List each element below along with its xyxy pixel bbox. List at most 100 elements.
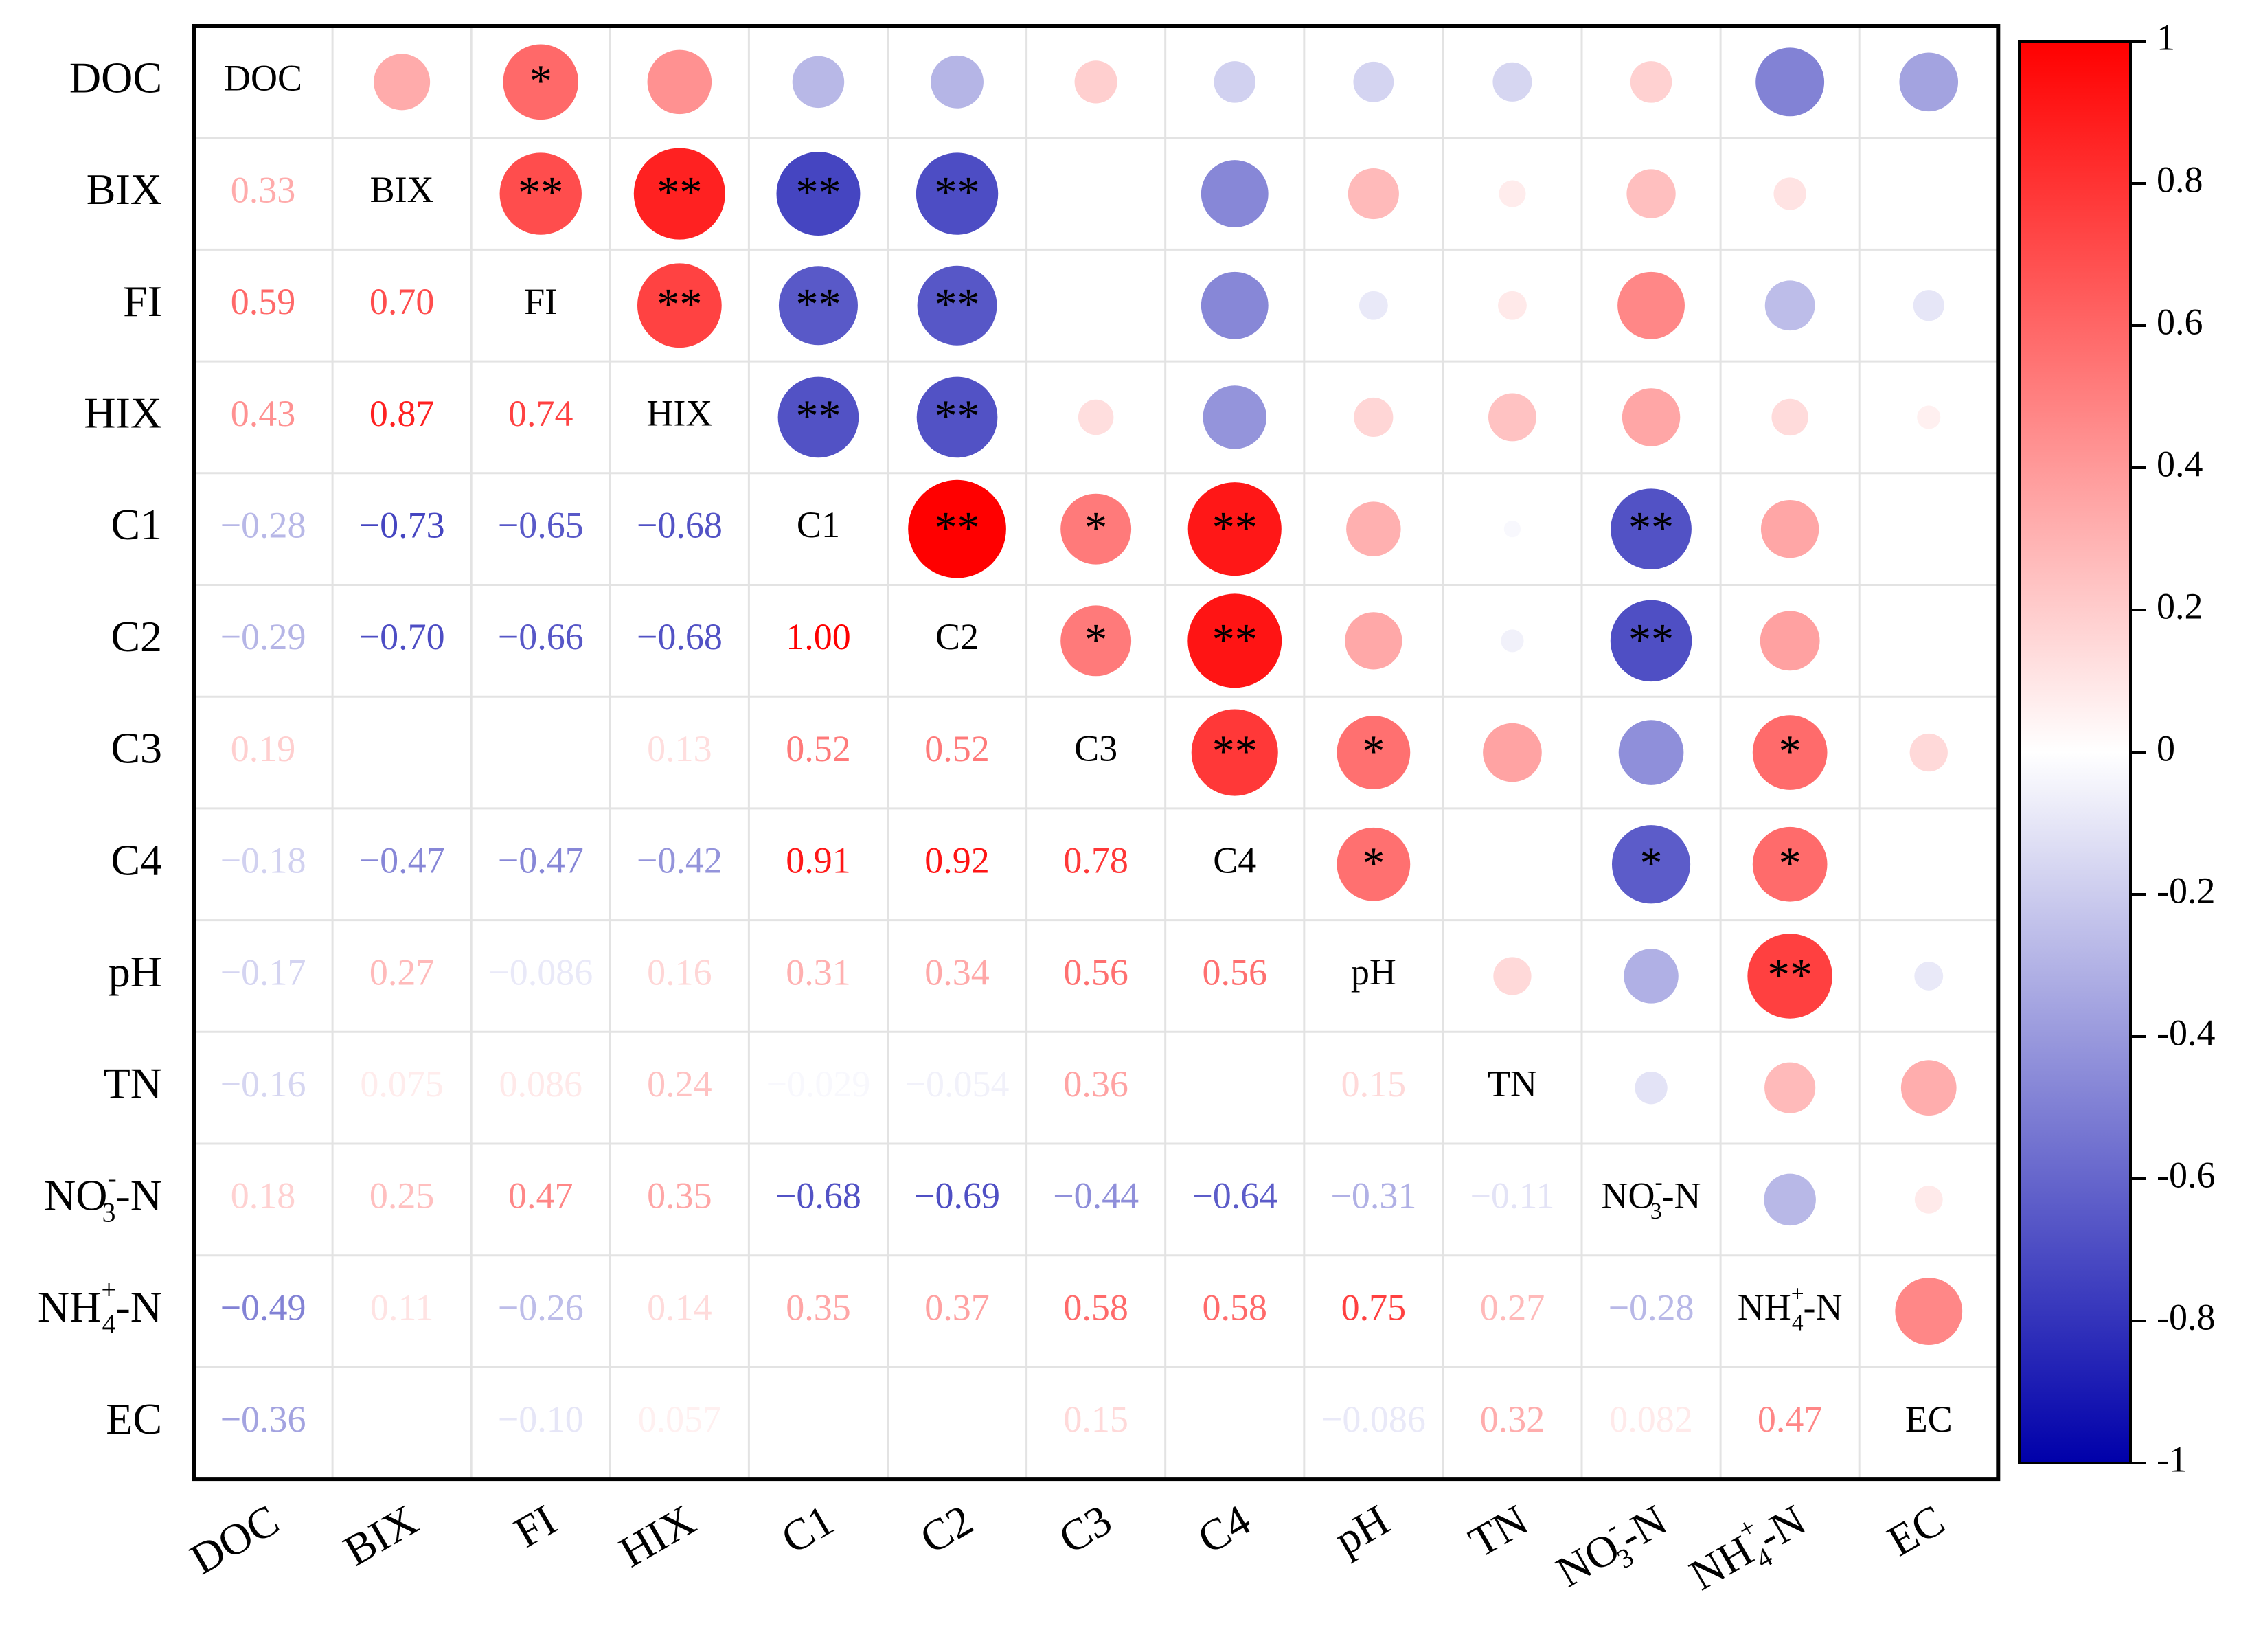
sig-star-fi-c1: ** — [795, 280, 841, 330]
sig-star-bix-c2: ** — [935, 168, 980, 218]
corr-circle-doc-bix — [374, 54, 431, 111]
corr-circle-nh4-n-ec — [1895, 1278, 1963, 1345]
colorbar-tick-label: -0.4 — [2157, 1012, 2215, 1053]
coef-label-ph-doc: −0.17 — [220, 951, 306, 993]
corr-circle-ph-nh4-n — [1747, 934, 1832, 1019]
corr-circle-doc-tn — [1492, 62, 1532, 102]
coef-label-hix-fi: 0.74 — [508, 393, 573, 434]
corr-circle-doc-fi — [503, 44, 579, 120]
colorbar-gradient — [2018, 40, 2132, 1464]
col-label-doc: DOC — [182, 1495, 287, 1583]
coef-label-nh4-n-hix: 0.14 — [647, 1287, 712, 1328]
sig-star-c1-c3: * — [1084, 503, 1107, 553]
sig-star-c2-c4: ** — [1212, 615, 1258, 665]
coef-label-c3-c1: 0.52 — [786, 728, 851, 769]
coef-label-tn-c1: −0.029 — [766, 1063, 870, 1105]
col-label-c3: C3 — [1051, 1495, 1120, 1563]
coef-label-nh4-n-c2: 0.37 — [924, 1287, 990, 1328]
corr-circle-c1-nh4-n — [1760, 499, 1819, 558]
corr-circle-bix-ph — [1348, 168, 1399, 220]
coef-label-ec-doc: −0.36 — [220, 1399, 306, 1440]
col-label-nh4-n: NH+4-N — [1678, 1489, 1818, 1607]
corr-circle-no3-n-ec — [1914, 1185, 1943, 1214]
corr-circle-c2-c3 — [1060, 605, 1132, 677]
row-label-c2: C2 — [111, 612, 162, 661]
coef-label-ec-nh4-n: 0.47 — [1758, 1399, 1823, 1440]
coef-label-no3-n-c3: −0.44 — [1053, 1175, 1139, 1217]
row-label-tn: TN — [104, 1059, 162, 1107]
diag-label-hix: HIX — [646, 393, 712, 434]
corr-circle-hix-c3 — [1078, 399, 1114, 435]
corr-circle-hix-c2 — [916, 376, 998, 458]
corr-circle-doc-hix — [647, 49, 712, 115]
row-label-ec: EC — [106, 1394, 162, 1442]
coef-label-ph-c1: 0.31 — [786, 951, 851, 993]
row-labels: DOC BIX FI HIX C1 C2 C3 C4 pH TN NO-3-N NH+ 4-N EC — [38, 53, 162, 1442]
coef-label-ec-fi: −0.10 — [498, 1399, 584, 1440]
coef-label-c1-doc: −0.28 — [220, 505, 306, 546]
col-label-tn: TN — [1461, 1495, 1536, 1566]
coef-label-ph-c3: 0.56 — [1063, 951, 1128, 993]
corr-circle-bix-nh4-n — [1773, 177, 1806, 210]
corr-circle-tn-ec — [1900, 1060, 1957, 1116]
coef-label-nh4-n-doc: −0.49 — [220, 1287, 306, 1328]
corr-circle-ph-no3-n — [1624, 949, 1679, 1004]
col-label-c2: C2 — [912, 1495, 981, 1563]
sig-star-c2-c3: * — [1084, 615, 1107, 665]
corr-circle-c3-c4 — [1191, 709, 1278, 796]
coef-label-c4-c2: 0.92 — [924, 840, 990, 881]
corr-circle-doc-c1 — [792, 56, 845, 109]
corr-circle-fi-nh4-n — [1764, 280, 1815, 331]
sig-star-c4-ph: * — [1362, 838, 1385, 888]
colorbar-tick-label: 0.2 — [2157, 585, 2203, 626]
corr-circle-c3-nh4-n — [1752, 715, 1828, 790]
coef-label-ec-c3: 0.15 — [1063, 1399, 1128, 1440]
diag-label-c3: C3 — [1074, 728, 1117, 769]
coef-label-no3-n-hix: 0.35 — [647, 1175, 712, 1217]
corr-circle-c2-ph — [1345, 612, 1402, 670]
grid-lines — [194, 26, 1999, 1480]
row-label-fi: FI — [123, 276, 162, 325]
coef-label-ec-ph: −0.086 — [1321, 1399, 1426, 1440]
diag-label-c2: C2 — [935, 616, 979, 657]
diag-label-doc: DOC — [224, 58, 302, 99]
coef-label-hix-doc: 0.43 — [231, 393, 296, 434]
coef-label-nh4-n-c1: 0.35 — [786, 1287, 851, 1328]
colorbar-tick-label: 1 — [2157, 16, 2175, 58]
col-label-no3-n: NO-3-N — [1545, 1489, 1679, 1603]
coef-label-nh4-n-tn: 0.27 — [1480, 1287, 1545, 1328]
diag-label-nh4-n: NH+ 4-N — [1738, 1281, 1843, 1335]
coef-label-no3-n-tn: −0.11 — [1470, 1175, 1554, 1217]
corr-circle-c3-ph — [1337, 716, 1411, 789]
coef-label-bix-doc: 0.33 — [231, 169, 296, 210]
colorbar-tick-label: 0.4 — [2157, 443, 2203, 484]
row-label-c4: C4 — [111, 835, 162, 884]
coef-label-c2-doc: −0.29 — [220, 616, 306, 657]
corr-circle-hix-no3-n — [1622, 388, 1681, 446]
sig-star-ph-nh4-n: ** — [1767, 950, 1812, 1000]
coef-label-nh4-n-ph: 0.75 — [1341, 1287, 1407, 1328]
coef-label-ph-bix: 0.27 — [370, 951, 435, 993]
coef-label-c1-bix: −0.73 — [359, 505, 445, 546]
corr-circle-hix-ph — [1354, 397, 1394, 437]
sig-star-bix-c1: ** — [795, 168, 841, 218]
col-label-fi: FI — [506, 1495, 565, 1557]
coef-label-no3-n-c2: −0.69 — [914, 1175, 1000, 1217]
sig-star-c4-nh4-n: * — [1779, 838, 1802, 888]
coef-label-no3-n-c1: −0.68 — [775, 1175, 861, 1217]
corr-circle-hix-nh4-n — [1771, 398, 1808, 436]
coef-label-c4-c3: 0.78 — [1063, 840, 1128, 881]
corr-circle-fi-c1 — [778, 266, 858, 346]
corr-circle-c4-nh4-n — [1752, 826, 1828, 902]
coef-label-c2-c1: 1.00 — [786, 616, 851, 657]
corr-circle-fi-c2 — [917, 265, 997, 346]
coef-label-c2-fi: −0.66 — [498, 616, 584, 657]
coef-label-ph-c4: 0.56 — [1203, 951, 1268, 993]
corr-circle-hix-ec — [1917, 405, 1941, 429]
coef-label-fi-doc: 0.59 — [231, 281, 296, 322]
coef-label-no3-n-bix: 0.25 — [370, 1175, 435, 1217]
coef-label-c4-bix: −0.47 — [359, 840, 445, 881]
sig-star-c3-ph: * — [1362, 727, 1385, 777]
corr-circle-tn-no3-n — [1635, 1071, 1668, 1105]
corr-circle-fi-tn — [1498, 291, 1527, 320]
